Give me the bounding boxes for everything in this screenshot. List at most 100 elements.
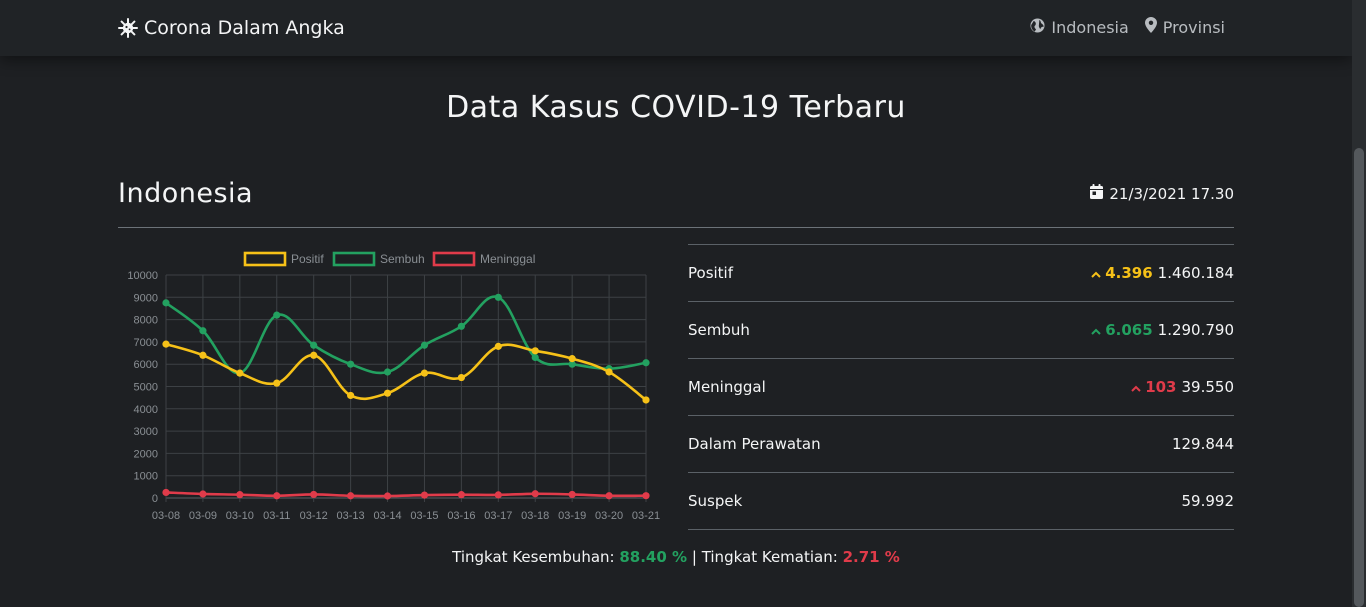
last-updated: 21/3/2021 17.30	[1090, 184, 1234, 203]
nav-link-label: Indonesia	[1051, 17, 1129, 37]
data-point-meninggal	[273, 492, 281, 500]
data-point-positif	[642, 396, 650, 404]
data-point-sembuh	[310, 341, 318, 349]
data-point-meninggal	[162, 488, 170, 497]
stat-label: Sembuh	[688, 321, 750, 339]
y-tick-label: 0	[152, 493, 158, 505]
stat-delta-value: 103	[1145, 378, 1177, 396]
brand-label: Corona Dalam Angka	[144, 17, 345, 39]
x-tick-label: 03-12	[300, 510, 328, 522]
data-point-sembuh	[162, 299, 170, 307]
data-point-meninggal	[236, 491, 244, 499]
stat-values: 103 39.550	[1131, 378, 1234, 396]
chevron-up-icon	[1131, 378, 1141, 396]
cases-chart-svg: 0 1000 2000 3000 4000 5000 6000 7000 8000 9000 100…	[127, 251, 660, 522]
data-point-meninggal	[383, 492, 392, 500]
legend-swatch	[243, 251, 287, 267]
data-point-positif	[568, 355, 576, 363]
stat-value: 59.992	[1181, 492, 1235, 510]
legend-swatch	[432, 251, 476, 267]
data-point-positif	[531, 347, 539, 355]
data-point-sembuh	[347, 360, 355, 368]
stat-row-suspek: Suspek 59.992	[688, 473, 1234, 530]
scrollbar[interactable]	[1352, 0, 1366, 607]
nav-link-provinsi[interactable]: Provinsi	[1144, 17, 1225, 37]
data-point-positif	[199, 351, 207, 359]
recovery-rate-value: 88.40 %	[619, 548, 688, 566]
data-point-positif	[347, 391, 355, 400]
y-tick-label: 4000	[134, 404, 158, 416]
x-tick-label: 03-14	[373, 510, 401, 522]
stat-row-sembuh: Sembuh 6.065 1.290.790	[688, 302, 1234, 359]
last-updated-text: 21/3/2021 17.30	[1109, 184, 1234, 203]
stat-value: 1.460.184	[1157, 264, 1234, 282]
data-point-meninggal	[199, 490, 207, 498]
x-tick-label: 03-17	[484, 510, 512, 522]
legend-label: Sembuh	[380, 252, 425, 266]
map-marker-icon	[1144, 17, 1157, 37]
y-tick-label: 1000	[134, 471, 158, 483]
stat-row-meninggal: Meninggal 103 39.550	[688, 359, 1234, 416]
y-tick-label: 9000	[134, 292, 158, 304]
rates-summary: Tingkat Kesembuhan: 88.40 % | Tingkat Ke…	[0, 548, 1352, 566]
stat-label: Meninggal	[688, 378, 766, 396]
stat-delta-value: 4.396	[1105, 264, 1153, 282]
stat-values: 4.396 1.460.184	[1091, 264, 1234, 282]
y-tick-label: 10000	[127, 270, 158, 282]
death-rate-label: Tingkat Kematian:	[701, 548, 838, 566]
x-tick-label: 03-10	[226, 510, 254, 522]
stat-value: 39.550	[1181, 378, 1235, 396]
data-point-sembuh	[494, 293, 502, 301]
data-point-sembuh	[568, 360, 576, 368]
rates-separator: |	[691, 548, 697, 566]
chevron-up-icon	[1091, 264, 1101, 282]
data-point-positif	[162, 340, 170, 348]
y-tick-label: 3000	[134, 426, 158, 438]
data-point-positif	[457, 373, 465, 382]
x-tick-label: 03-09	[189, 510, 217, 522]
y-tick-label: 8000	[134, 315, 158, 327]
y-tick-label: 5000	[134, 382, 158, 394]
death-rate-value: 2.71 %	[842, 548, 900, 566]
data-point-meninggal	[347, 492, 355, 500]
data-point-sembuh	[457, 322, 465, 330]
x-tick-label: 03-21	[632, 510, 660, 522]
cases-chart: 0 1000 2000 3000 4000 5000 6000 7000 8000 9000 100…	[118, 244, 668, 529]
data-point-meninggal	[310, 490, 318, 499]
brand[interactable]: Corona Dalam Angka	[118, 16, 345, 40]
scrollbar-thumb[interactable]	[1354, 148, 1364, 607]
divider	[118, 227, 1234, 228]
data-point-meninggal	[420, 491, 429, 499]
stat-row-dalam-perawatan: Dalam Perawatan 129.844	[688, 416, 1234, 473]
stat-row-positif: Positif 4.396 1.460.184	[688, 245, 1234, 302]
nav-link-label: Provinsi	[1162, 17, 1225, 37]
data-point-sembuh	[420, 341, 429, 349]
stat-value: 129.844	[1171, 435, 1234, 453]
data-point-meninggal	[605, 492, 613, 500]
data-point-positif	[494, 342, 502, 350]
data-point-positif	[605, 368, 613, 376]
stats-table: Positif 4.396 1.460.184 Sembuh 6.065 1.2…	[688, 244, 1234, 530]
data-point-positif	[383, 389, 392, 397]
legend-label: Positif	[291, 252, 324, 266]
y-tick-label: 7000	[134, 337, 158, 349]
data-point-sembuh	[273, 311, 281, 319]
chevron-up-icon	[1091, 321, 1101, 339]
x-tick-label: 03-16	[447, 510, 475, 522]
data-point-meninggal	[494, 491, 502, 499]
legend-swatch	[332, 251, 376, 267]
data-point-positif	[236, 369, 244, 377]
stat-values: 59.992	[1182, 492, 1235, 510]
data-point-meninggal	[531, 490, 539, 498]
data-point-meninggal	[457, 491, 465, 499]
stat-value: 1.290.790	[1157, 321, 1234, 339]
stat-delta: 103	[1131, 378, 1177, 396]
virus-icon	[118, 18, 138, 38]
legend-label: Meninggal	[480, 252, 535, 266]
calendar-icon	[1090, 184, 1104, 203]
x-tick-label: 03-18	[521, 510, 549, 522]
data-point-meninggal	[642, 492, 650, 500]
stat-delta: 6.065	[1091, 321, 1153, 339]
stat-values: 129.844	[1172, 435, 1234, 453]
nav-link-indonesia[interactable]: Indonesia	[1030, 17, 1129, 37]
